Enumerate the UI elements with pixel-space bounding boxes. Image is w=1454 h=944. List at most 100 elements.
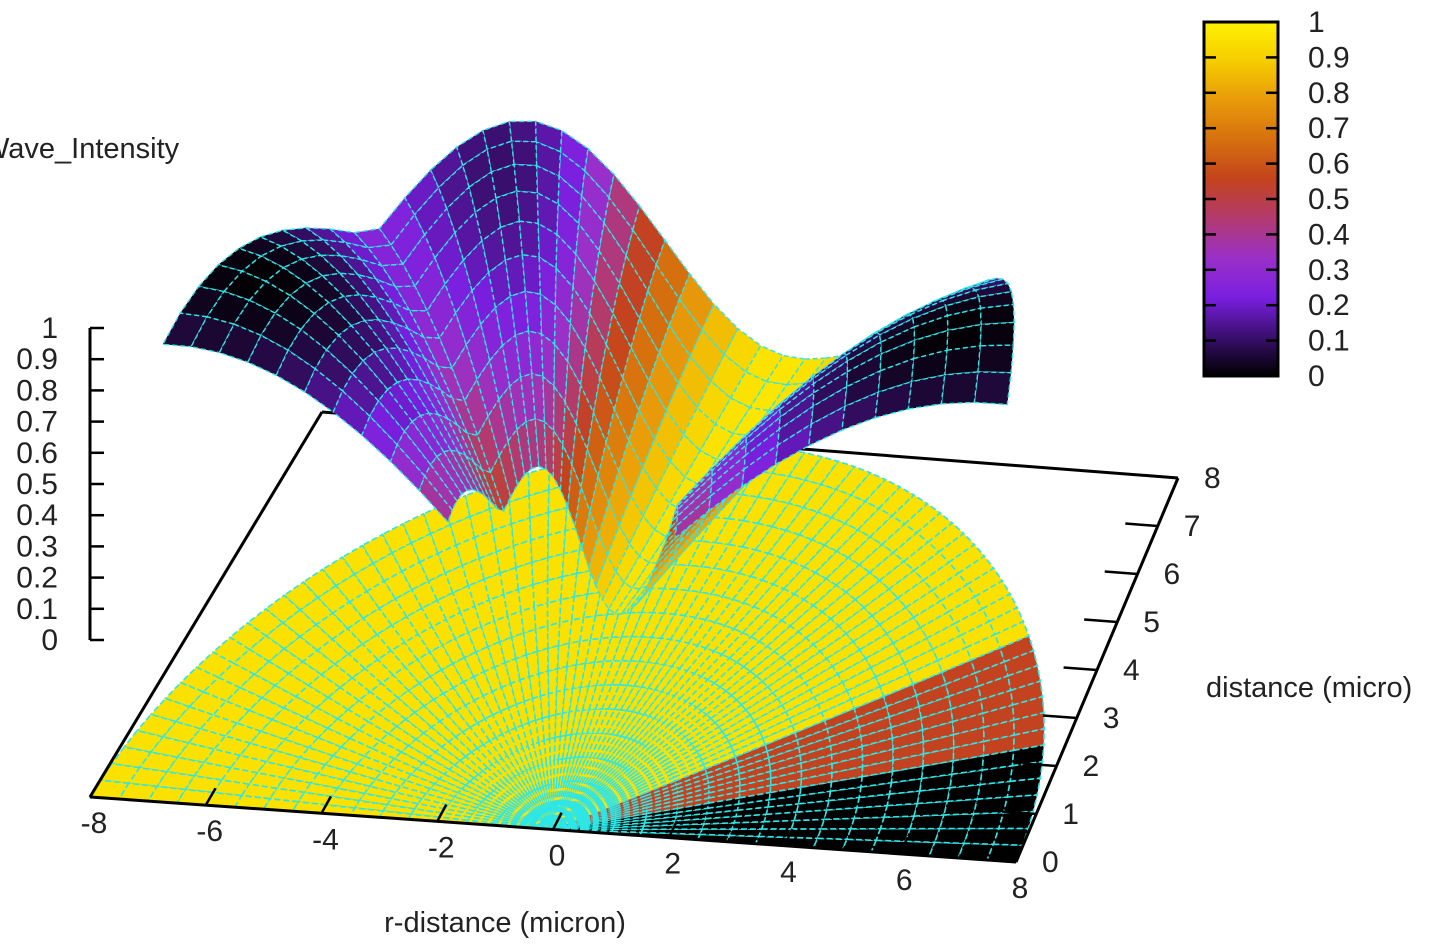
base-cell [760,556,795,586]
colorbar-tick-label: 0.9 [1308,41,1350,74]
colorbar-tick-label: 0.6 [1308,148,1350,181]
z-tick-label: 0.5 [16,468,58,501]
surface-cell [744,404,781,441]
base-cell [770,502,805,532]
base-cell [603,659,624,686]
base-cell [568,616,585,645]
colorbar-tick-label: 0.1 [1308,325,1350,358]
x-tick [551,812,563,831]
surface-cell [258,229,304,247]
surface-cell [675,482,713,528]
z-axis-title: Wave_Intensity [0,133,180,165]
base-cell [861,748,894,768]
y-tick-label: 1 [1062,798,1079,831]
surface-cell [437,164,470,210]
base-cell [936,646,973,674]
base-cell [392,751,424,770]
base-cell [625,686,650,713]
base-cell [912,599,950,629]
base-cell [897,637,934,664]
base-cell [614,803,648,816]
surface-cell [776,377,815,407]
base-cell [878,672,914,698]
base-cell [712,543,744,572]
base-cell [594,683,614,710]
base-cell [911,671,947,697]
base-cell [355,755,390,774]
base-cell [362,747,396,767]
base-cell [488,500,513,532]
base-cell [890,765,924,784]
surface-cell [338,254,379,281]
base-cell [422,698,450,723]
base-cell [727,519,760,548]
base-cell [802,544,839,574]
y-tick [1001,810,1037,816]
base-cell [615,710,640,738]
base-cell [951,754,985,776]
base-cell [417,675,445,701]
base-cell [896,579,934,609]
base-cell [252,660,290,687]
base-cell [920,759,955,780]
base-cell [601,708,623,735]
base-cell [861,737,894,758]
surface-cell [845,333,882,363]
base-cell [922,733,955,755]
surface-cell [380,263,417,288]
x-axis-title: r-distance (micron) [384,907,626,939]
base-cell [869,651,906,678]
base-cell [946,783,982,803]
surface-cell [879,339,916,372]
base-cell [600,683,621,710]
base-cell [537,762,547,788]
surface-cell [552,428,564,492]
surface-cell [677,469,713,512]
surface-cell [513,163,539,194]
base-cell [513,773,531,796]
base-cell [713,517,745,546]
base-cell [737,548,770,578]
base-cell [192,761,232,781]
base-cell [782,565,817,595]
base-cell [510,631,528,660]
surface-cell [444,258,473,315]
base-cell [784,506,820,536]
base-cell [508,494,531,525]
surface-cell [940,371,979,405]
base-cell [248,634,286,663]
base-cell [493,661,512,689]
base-cell [771,560,806,590]
base-cell [837,606,874,635]
y-axis-title: distance (micro) [1206,672,1412,704]
base-cell [931,634,968,662]
colorbar-tick-label: 0.5 [1308,183,1350,216]
colorbar-tick-label: 0.8 [1308,77,1350,110]
base-cell [858,781,893,799]
y-tick [1125,522,1158,528]
surface-cell [343,241,384,267]
base-cell [613,684,636,711]
base-cell [846,535,884,566]
base-cell [593,636,613,664]
base-cell [525,650,540,678]
base-cell [725,545,757,574]
base-cell [413,704,441,729]
x-tick [436,803,448,822]
base-cell [888,705,923,729]
y-tick [1022,762,1057,768]
base-cell [874,661,910,688]
surface-cell [946,323,982,352]
base-cell [925,622,962,651]
z-tick-label: 0.1 [16,593,58,626]
base-cell [378,732,410,753]
base-cell [626,749,658,774]
base-cell [373,771,407,788]
surface-cell [515,190,539,225]
base-cell [401,512,432,544]
base-cell [802,577,838,607]
x-tick [320,795,332,814]
base-cell [614,800,648,814]
base-cell [883,802,919,819]
base-cell [232,648,271,676]
